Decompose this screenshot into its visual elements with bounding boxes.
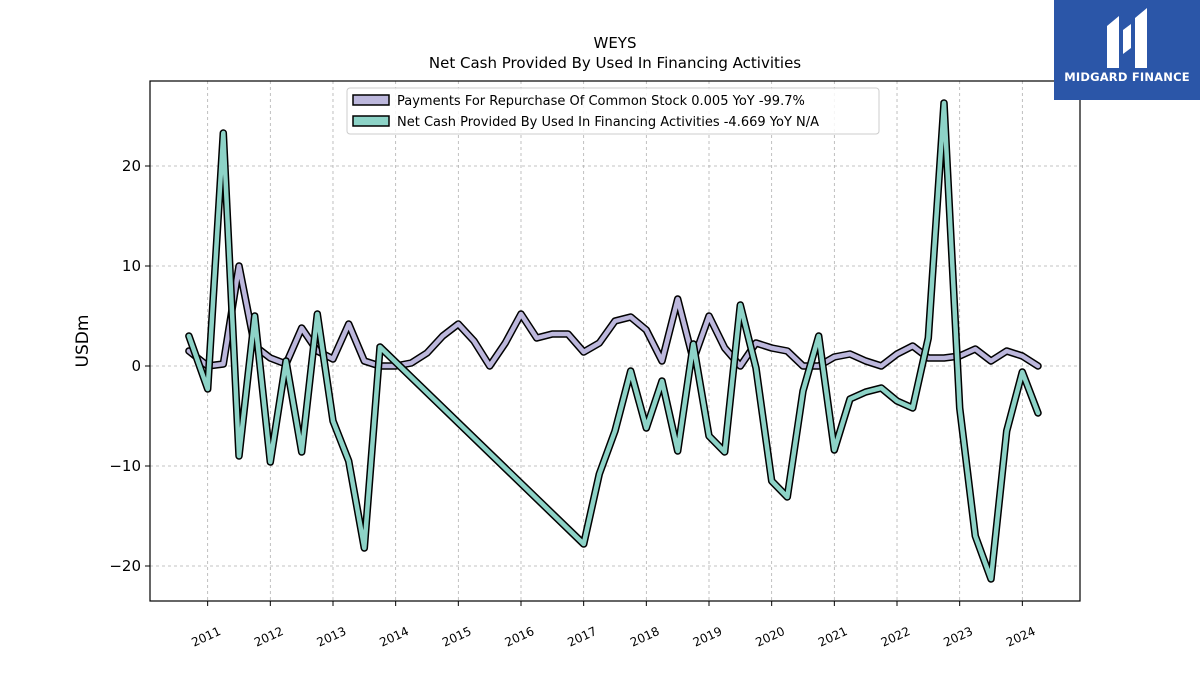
midgard-logo-icon [1107,8,1147,68]
y-axis-label: USDm [73,315,93,368]
x-tick-label-2020: 2020 [753,624,787,650]
x-tick-label-2013: 2013 [315,624,349,650]
x-tick-label-2012: 2012 [252,624,286,650]
legend-swatch-repurchase [352,94,390,106]
y-tick-label-20: 20 [122,157,141,175]
y-tick-label-10: 10 [122,257,141,275]
y-tick-label--10: −10 [109,457,141,475]
x-tick-label-2017: 2017 [565,624,599,650]
x-tick-label-2014: 2014 [377,624,411,650]
x-tick-label-2019: 2019 [691,624,725,650]
chart-title: WEYS [594,34,637,52]
legend-label-repurchase: Payments For Repurchase Of Common Stock … [397,94,805,109]
x-tick-label-2018: 2018 [628,624,662,650]
series-line-1 [186,100,1041,582]
y-tick-label--20: −20 [109,557,141,575]
plot-area-frame [149,80,1081,602]
legend-box [346,87,880,135]
x-tick-label-2011: 2011 [189,624,223,650]
x-tick-label-2016: 2016 [503,624,537,650]
x-tick-label-2023: 2023 [941,624,975,650]
series-line-0 [186,263,1041,369]
x-tick-label-2022: 2022 [879,624,913,650]
legend-label-financing: Net Cash Provided By Used In Financing A… [397,115,819,130]
x-tick-label-2021: 2021 [816,624,850,650]
legend-swatch-financing [352,115,390,127]
y-tick-label-0: 0 [131,357,141,375]
x-tick-label-2024: 2024 [1004,624,1038,650]
x-tick-label-2015: 2015 [440,624,474,650]
chart-subtitle: Net Cash Provided By Used In Financing A… [429,54,801,72]
series-lines [185,99,1042,583]
brand-name: MIDGARD FINANCE [1064,70,1190,84]
brand-logo: MIDGARD FINANCE [1054,0,1200,100]
legend: Payments For Repurchase Of Common Stock … [346,87,880,135]
